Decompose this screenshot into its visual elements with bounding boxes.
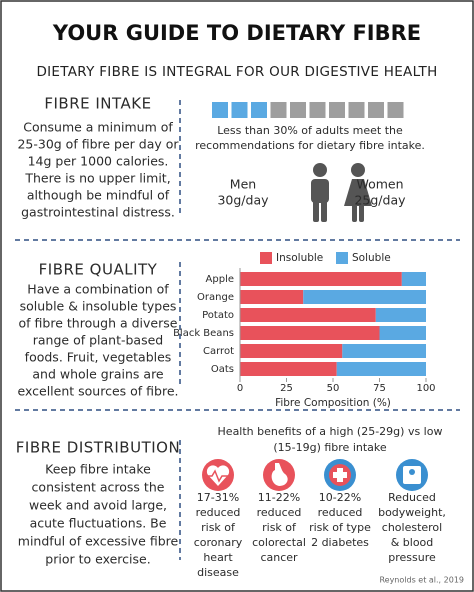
- bar: [240, 326, 380, 340]
- square: [251, 102, 267, 118]
- legend-swatch: [336, 252, 348, 264]
- benefits-title: Health benefits of a high (25-29g) vs lo…: [218, 425, 443, 438]
- x-tick-label: 50: [327, 383, 340, 394]
- benefit-text: coronary: [194, 536, 243, 549]
- y-tick-label: Carrot: [203, 346, 234, 357]
- benefit-text: risk of type: [309, 521, 371, 534]
- body-text: gastrointestinal distress.: [21, 205, 175, 220]
- legend-label: Soluble: [352, 252, 391, 264]
- x-tick-label: 0: [237, 383, 243, 394]
- body-text: There is no upper limit,: [24, 171, 170, 186]
- square: [368, 102, 384, 118]
- square: [270, 102, 287, 118]
- bar: [240, 362, 337, 376]
- body-text: acute fluctuations. Be: [30, 516, 167, 531]
- section-heading: FIBRE DISTRIBUTION: [16, 439, 180, 457]
- bar: [240, 290, 304, 304]
- body-text: of fibre through a diverse: [19, 316, 178, 331]
- stat-text: Less than 30% of adults meet the: [217, 124, 403, 137]
- benefit-text: 11-22%: [258, 491, 300, 504]
- benefit-text: pressure: [388, 551, 436, 564]
- body-text: week and avoid large,: [29, 498, 167, 513]
- women-label: Women: [356, 177, 403, 192]
- body-text: 25-30g of fibre per day or: [17, 137, 179, 152]
- bar: [240, 308, 376, 322]
- x-axis-label: Fibre Composition (%): [275, 397, 391, 409]
- body-text: Keep fibre intake: [45, 462, 151, 477]
- y-tick-label: Apple: [206, 274, 234, 285]
- bar: [379, 326, 426, 340]
- medical-icon: [324, 459, 356, 491]
- stat-text: recommendations for dietary fibre intake…: [195, 139, 425, 152]
- subtitle: DIETARY FIBRE IS INTEGRAL FOR OUR DIGEST…: [36, 64, 437, 80]
- bar: [336, 362, 426, 376]
- square: [309, 102, 326, 118]
- bar: [240, 272, 402, 286]
- benefit-text: disease: [197, 566, 239, 579]
- legend-label: Insoluble: [276, 252, 323, 264]
- benefit-text: cancer: [260, 551, 298, 564]
- benefit-text: & blood: [391, 536, 434, 549]
- square: [212, 102, 228, 118]
- benefit-text: heart: [203, 551, 233, 564]
- men-label: Men: [230, 177, 256, 192]
- bar: [401, 272, 426, 286]
- section-heading: FIBRE INTAKE: [44, 95, 151, 113]
- body-text: and whole grains are: [32, 367, 164, 382]
- woman-icon: [344, 163, 372, 222]
- bar: [303, 290, 426, 304]
- bar: [375, 308, 426, 322]
- square: [329, 102, 345, 118]
- section-heading: FIBRE QUALITY: [39, 261, 158, 279]
- benefit-text: bodyweight,: [378, 506, 446, 519]
- x-tick-label: 75: [373, 383, 386, 394]
- body-text: 14g per 1000 calories.: [28, 154, 169, 169]
- legend-swatch: [260, 252, 272, 264]
- benefits-title: (15-19g) fibre intake: [273, 441, 387, 454]
- man-icon: [311, 163, 329, 222]
- benefit-text: reduced: [257, 506, 302, 519]
- benefit-text: risk of: [262, 521, 297, 534]
- benefit-text: 17-31%: [197, 491, 239, 504]
- benefit-text: reduced: [196, 506, 241, 519]
- body-text: soluble & insoluble types: [20, 299, 177, 314]
- y-tick-label: Oats: [211, 364, 234, 375]
- title: YOUR GUIDE TO DIETARY FIBRE: [52, 21, 421, 45]
- bar: [240, 344, 343, 358]
- square: [290, 102, 306, 118]
- x-tick-label: 100: [416, 383, 435, 394]
- y-tick-label: Orange: [197, 292, 234, 303]
- body-text: consistent across the: [32, 480, 165, 495]
- scale-icon: [396, 459, 428, 491]
- y-tick-label: Black Beans: [173, 328, 234, 339]
- square: [231, 102, 248, 118]
- benefit-text: reduced: [318, 506, 363, 519]
- square: [387, 102, 404, 118]
- source: Reynolds et al., 2019: [379, 576, 464, 585]
- body-text: foods. Fruit, vegetables: [25, 350, 172, 365]
- men-label: 30g/day: [217, 193, 269, 208]
- heart-icon: [202, 459, 234, 491]
- bar: [342, 344, 426, 358]
- women-label: 25g/day: [354, 193, 406, 208]
- body-text: mindful of excessive fibre: [18, 534, 179, 549]
- body-text: excellent sources of fibre.: [18, 384, 179, 399]
- benefit-text: cholesterol: [382, 521, 442, 534]
- benefit-text: risk of: [201, 521, 236, 534]
- body-text: range of plant-based: [33, 333, 163, 348]
- body-text: Consume a minimum of: [23, 120, 173, 135]
- benefit-text: 10-22%: [319, 491, 361, 504]
- body-text: prior to exercise.: [45, 552, 150, 567]
- y-tick-label: Potato: [202, 310, 234, 321]
- benefit-text: colorectal: [252, 536, 306, 549]
- body-text: Have a combination of: [27, 282, 169, 297]
- body-text: although be mindful of: [27, 188, 170, 203]
- benefit-text: Reduced: [388, 491, 436, 504]
- x-tick-label: 25: [280, 383, 293, 394]
- benefit-text: 2 diabetes: [311, 536, 369, 549]
- square: [348, 102, 365, 118]
- stomach-icon: [263, 459, 295, 491]
